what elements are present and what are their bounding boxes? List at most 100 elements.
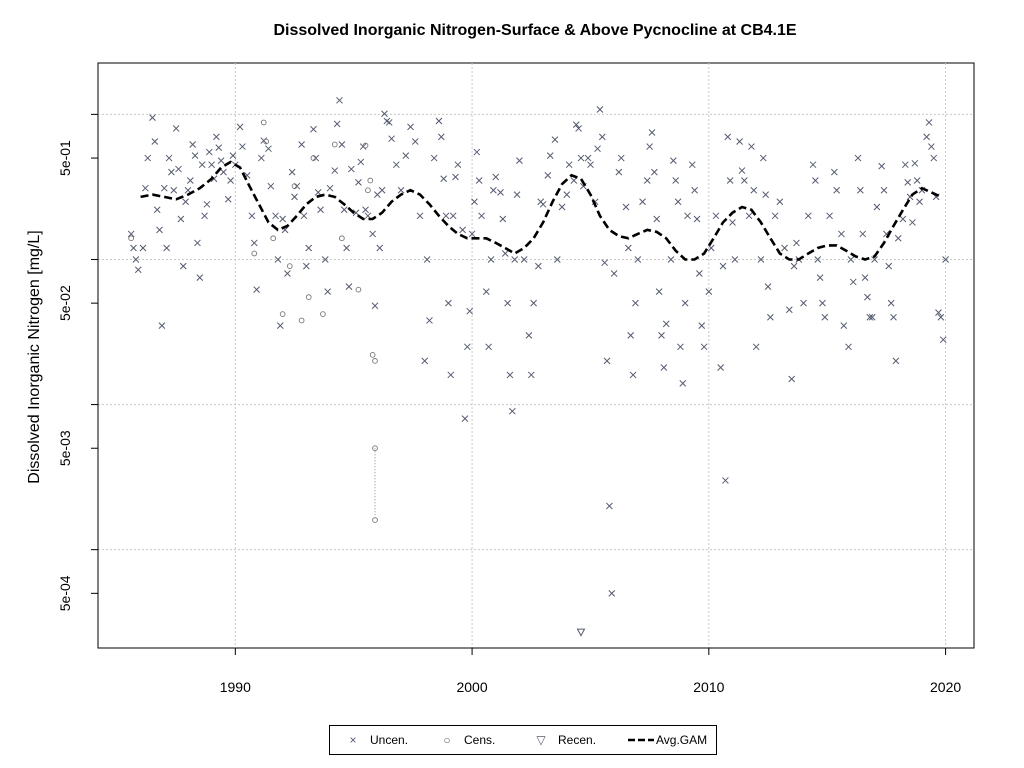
cross-stroke <box>535 262 542 270</box>
uncensored-point <box>298 141 305 148</box>
uncensored-point <box>750 186 758 194</box>
uncensored-point <box>587 161 594 169</box>
cross-stroke <box>923 133 931 141</box>
uncensored-point <box>717 364 725 371</box>
uncensored-point <box>901 161 909 169</box>
uncensored-point <box>610 270 618 277</box>
uncensored-point <box>833 186 841 194</box>
cross-stroke <box>878 162 886 170</box>
uncensored-point <box>369 230 376 238</box>
cross-stroke <box>156 226 163 234</box>
uncensored-point <box>719 262 727 270</box>
uncensored-point <box>606 502 613 510</box>
uncensored-point <box>622 203 630 211</box>
cross-stroke <box>250 239 258 247</box>
cross-stroke <box>904 179 912 186</box>
cross-stroke <box>426 317 433 324</box>
cross-stroke <box>352 209 360 217</box>
uncensored-point <box>909 219 916 226</box>
cross-stroke <box>669 157 677 164</box>
cross-stroke <box>499 215 507 223</box>
uncensored-point <box>781 244 788 252</box>
cross-stroke <box>776 198 784 206</box>
cross-stroke <box>660 364 668 371</box>
uncensored-point <box>565 161 573 169</box>
cross-stroke <box>913 177 921 184</box>
uncensored-point <box>653 215 661 223</box>
cross-stroke <box>210 175 218 183</box>
cross-stroke <box>449 212 457 220</box>
uncensored-point <box>274 256 282 263</box>
uncensored-point <box>416 212 424 220</box>
uncensored-point <box>707 244 715 252</box>
cross-stroke <box>452 173 459 181</box>
legend-label: Avg.GAM <box>656 733 708 747</box>
cross-stroke <box>158 322 166 329</box>
cross-stroke <box>213 133 220 141</box>
cross-stroke <box>326 184 334 192</box>
cross-stroke <box>847 256 855 263</box>
cross-stroke <box>236 123 244 131</box>
uncensored-point <box>887 299 895 307</box>
uncensored-point <box>463 343 471 351</box>
cross-stroke <box>759 154 767 162</box>
uncensored-point <box>227 177 234 184</box>
cross-stroke <box>362 206 369 214</box>
uncensored-point <box>598 133 606 141</box>
cross-stroke <box>416 212 424 220</box>
cross-stroke <box>854 154 862 162</box>
uncensored-point <box>800 299 807 307</box>
uncensored-point <box>355 179 362 186</box>
cross-stroke <box>281 226 289 234</box>
uncensored-point <box>939 336 947 344</box>
uncensored-point <box>937 313 945 321</box>
uncensored-point <box>284 270 291 277</box>
uncensored-point <box>880 186 888 194</box>
cross-stroke <box>229 152 237 159</box>
cross-stroke <box>544 171 552 179</box>
uncensored-point <box>314 189 322 196</box>
cross-stroke <box>530 299 537 307</box>
cross-stroke <box>653 215 661 223</box>
cross-stroke <box>184 186 192 194</box>
uncensored-point <box>861 274 869 281</box>
legend-label: Recen. <box>558 733 597 747</box>
cross-stroke <box>153 206 161 214</box>
uncensored-point <box>830 168 838 176</box>
uncensored-point <box>930 154 938 162</box>
uncensored-point <box>385 119 393 126</box>
uncensored-point <box>819 299 826 307</box>
uncensored-point <box>821 313 829 321</box>
y-tick-label: 5e-03 <box>57 430 73 466</box>
uncensored-point <box>504 299 511 307</box>
cross-stroke <box>314 189 322 196</box>
cross-stroke <box>435 117 443 125</box>
cross-stroke <box>182 198 189 206</box>
censored-point <box>305 294 312 300</box>
uncensored-point <box>594 145 601 153</box>
cross-stroke <box>838 230 845 238</box>
uncensored-point <box>248 212 256 220</box>
uncensored-point <box>362 206 369 214</box>
uncensored-point <box>894 234 902 242</box>
cross-stroke <box>175 165 182 173</box>
cross-stroke <box>203 200 211 208</box>
cross-stroke <box>563 191 571 198</box>
uncensored-point <box>345 283 353 290</box>
censored-point <box>291 183 298 190</box>
cross-stroke <box>587 161 594 169</box>
uncensored-point <box>508 407 516 415</box>
uncensored-point <box>430 154 438 162</box>
cross-stroke <box>440 175 448 183</box>
cross-stroke <box>615 168 623 176</box>
grid-lines <box>98 63 974 648</box>
cross-stroke <box>454 161 462 169</box>
uncensored-point <box>662 320 670 328</box>
cross-stroke <box>300 212 308 220</box>
cross-stroke <box>826 212 833 220</box>
cross-stroke <box>267 182 275 190</box>
cross-stroke <box>617 154 625 162</box>
uncensored-point <box>213 133 220 141</box>
uncensored-point <box>535 262 542 270</box>
